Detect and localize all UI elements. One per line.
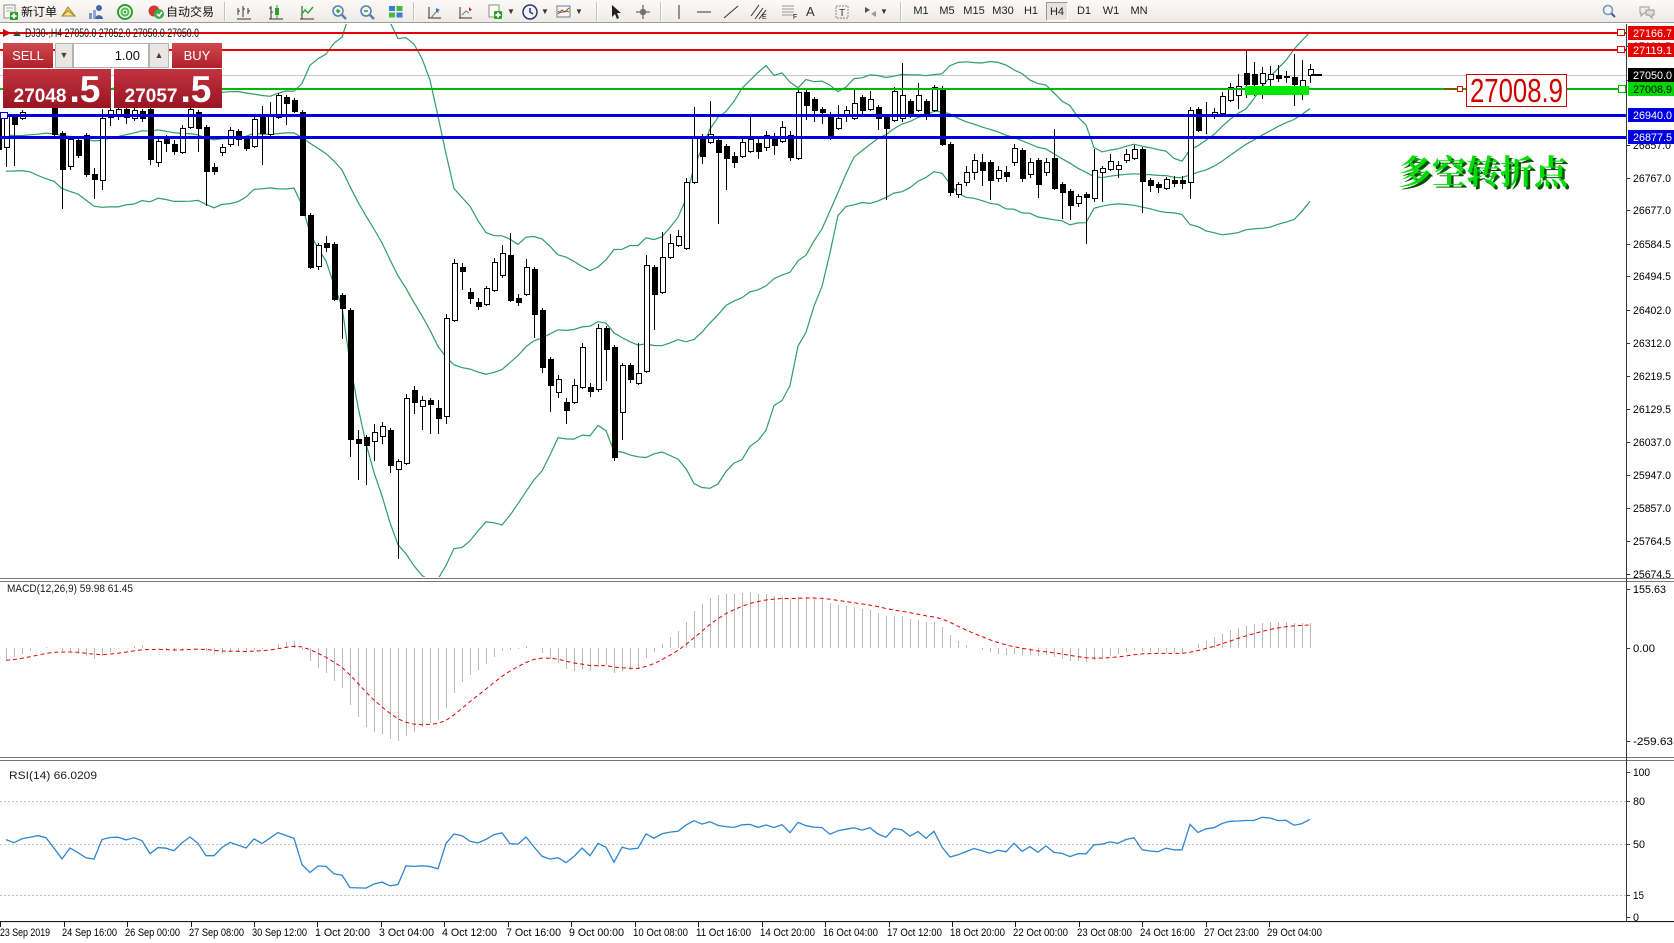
svg-text:F: F: [793, 14, 797, 21]
svg-text:17 Oct 12:00: 17 Oct 12:00: [887, 927, 942, 939]
svg-text:25674.5: 25674.5: [1633, 569, 1671, 581]
svg-text:27 Oct 23:00: 27 Oct 23:00: [1204, 927, 1259, 939]
svg-text:22 Oct 00:00: 22 Oct 00:00: [1013, 927, 1068, 939]
svg-text:26129.5: 26129.5: [1633, 404, 1671, 416]
svg-text:29 Oct 04:00: 29 Oct 04:00: [1267, 927, 1322, 939]
svg-text:MACD(12,26,9) 59.98 61.45: MACD(12,26,9) 59.98 61.45: [7, 583, 133, 595]
svg-text:24 Oct 16:00: 24 Oct 16:00: [1140, 927, 1195, 939]
svg-text:7 Oct 16:00: 7 Oct 16:00: [506, 927, 561, 939]
svg-text:155.63: 155.63: [1633, 584, 1666, 596]
svg-text:50: 50: [1633, 839, 1645, 851]
svg-text:RSI(14) 66.0209: RSI(14) 66.0209: [9, 770, 97, 782]
svg-text:27119.1: 27119.1: [1633, 45, 1672, 57]
svg-text:26877.5: 26877.5: [1633, 132, 1672, 144]
svg-text:15: 15: [1633, 890, 1644, 902]
svg-text:25857.0: 25857.0: [1633, 503, 1671, 515]
svg-text:DJ30-,H4 27050.0 27052.0 2705: DJ30-,H4 27050.0 27052.0 27050.0 27050.0: [25, 28, 199, 40]
svg-text:27008.9: 27008.9: [1633, 84, 1672, 96]
svg-text:27008.9: 27008.9: [1470, 72, 1563, 109]
svg-text:E: E: [762, 14, 767, 21]
svg-text:80: 80: [1633, 796, 1645, 808]
svg-text:26219.5: 26219.5: [1633, 371, 1671, 383]
svg-text:0: 0: [1633, 912, 1639, 924]
svg-text:26 Sep 00:00: 26 Sep 00:00: [125, 927, 180, 939]
svg-text:26584.5: 26584.5: [1633, 239, 1671, 251]
svg-text:27050.0: 27050.0: [1633, 70, 1672, 82]
svg-text:25947.0: 25947.0: [1633, 470, 1671, 482]
svg-text:27 Sep 08:00: 27 Sep 08:00: [189, 927, 244, 939]
svg-text:26037.0: 26037.0: [1633, 437, 1671, 449]
svg-text:100: 100: [1633, 767, 1650, 779]
svg-text:4 Oct 12:00: 4 Oct 12:00: [442, 927, 497, 939]
svg-text:26940.0: 26940.0: [1633, 110, 1672, 122]
svg-text:9 Oct 00:00: 9 Oct 00:00: [569, 927, 624, 939]
svg-text:26312.0: 26312.0: [1633, 338, 1671, 350]
svg-text:14 Oct 20:00: 14 Oct 20:00: [760, 927, 815, 939]
svg-text:23 Sep 2019: 23 Sep 2019: [0, 927, 50, 939]
svg-text:30 Sep 12:00: 30 Sep 12:00: [252, 927, 307, 939]
svg-text:T: T: [839, 8, 845, 19]
svg-text:25764.5: 25764.5: [1633, 536, 1671, 548]
svg-text:16 Oct 04:00: 16 Oct 04:00: [823, 927, 878, 939]
svg-text:27166.7: 27166.7: [1633, 28, 1672, 40]
svg-text:3 Oct 04:00: 3 Oct 04:00: [379, 927, 434, 939]
svg-text:26767.0: 26767.0: [1633, 173, 1671, 185]
svg-text:18 Oct 20:00: 18 Oct 20:00: [950, 927, 1005, 939]
svg-text:0.00: 0.00: [1633, 643, 1655, 655]
svg-text:1 Oct 20:00: 1 Oct 20:00: [315, 927, 370, 939]
svg-text:23 Oct 08:00: 23 Oct 08:00: [1077, 927, 1132, 939]
svg-text:11 Oct 16:00: 11 Oct 16:00: [696, 927, 751, 939]
svg-text:-259.63: -259.63: [1633, 736, 1673, 748]
svg-text:10 Oct 08:00: 10 Oct 08:00: [633, 927, 688, 939]
svg-text:24 Sep 16:00: 24 Sep 16:00: [62, 927, 117, 939]
svg-text:26402.0: 26402.0: [1633, 305, 1671, 317]
svg-text:26494.5: 26494.5: [1633, 271, 1671, 283]
svg-text:26677.0: 26677.0: [1633, 205, 1671, 217]
